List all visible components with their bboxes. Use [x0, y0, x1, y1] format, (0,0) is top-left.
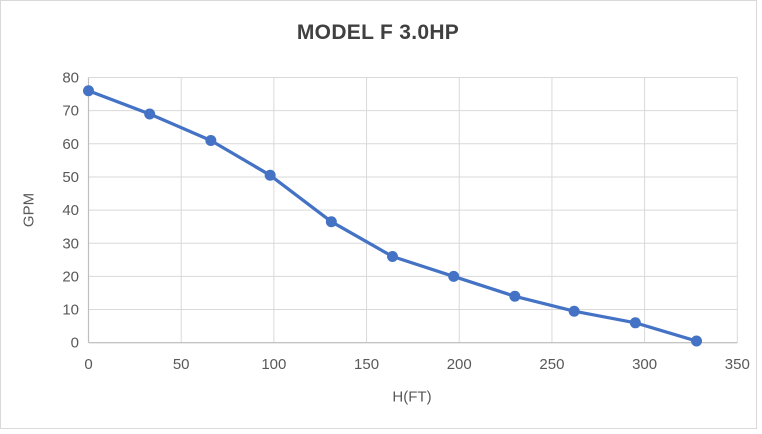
y-tick-label: 30: [62, 235, 79, 252]
x-tick-label: 50: [173, 356, 190, 373]
data-point: [83, 85, 94, 97]
data-point: [691, 335, 703, 347]
y-tick-label: 80: [62, 70, 79, 87]
data-point: [509, 290, 521, 302]
y-tick-label: 70: [62, 103, 79, 120]
y-tick-label: 40: [62, 202, 79, 219]
x-tick-label: 0: [84, 356, 92, 373]
y-tick-label: 60: [62, 136, 79, 153]
y-axis-title: GPM: [20, 192, 38, 228]
data-point: [144, 108, 156, 120]
x-tick-label: 100: [261, 356, 286, 373]
data-point: [325, 216, 337, 228]
x-tick-label: 300: [632, 356, 657, 373]
y-tick-label: 50: [62, 169, 79, 186]
y-tick-label: 0: [71, 335, 79, 352]
data-point: [387, 251, 399, 263]
data-point: [568, 305, 580, 317]
x-tick-label: 150: [354, 356, 379, 373]
x-axis-title: H(FT): [392, 388, 432, 406]
data-point: [448, 270, 460, 282]
data-point: [629, 317, 641, 329]
x-tick-label: 250: [539, 356, 564, 373]
data-point: [264, 169, 276, 181]
y-tick-label: 20: [62, 268, 79, 285]
chart-title: MODEL F 3.0HP: [296, 21, 460, 44]
y-tick-label: 10: [62, 302, 79, 319]
x-tick-label: 350: [725, 356, 750, 373]
x-tick-label: 200: [447, 356, 472, 373]
series-line: [86, 89, 699, 343]
data-point: [205, 134, 217, 146]
